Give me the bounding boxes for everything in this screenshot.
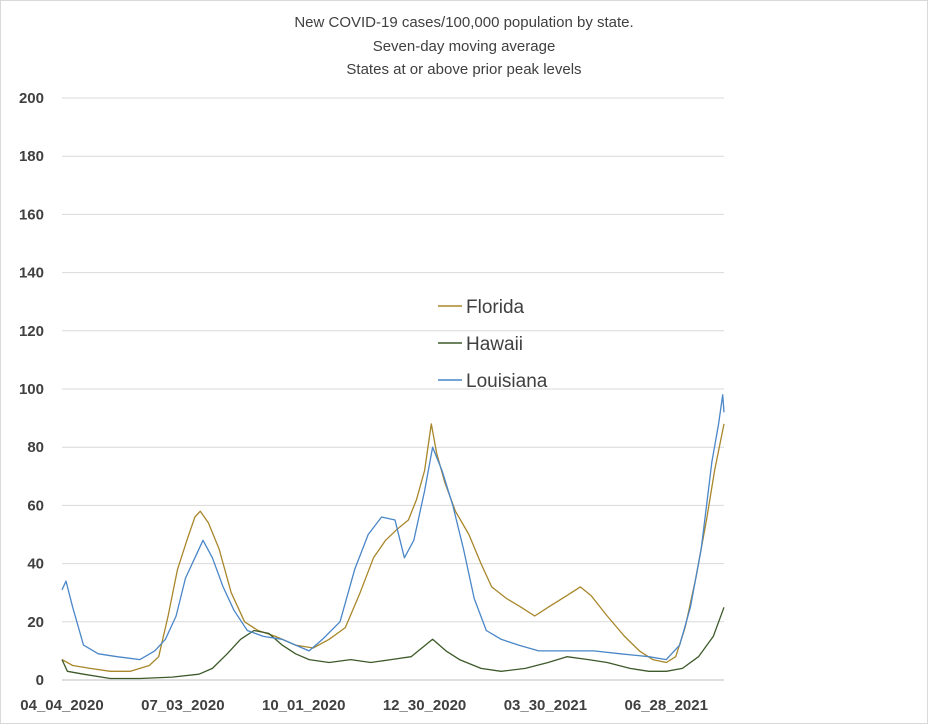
legend-item-louisiana: Louisiana [438,371,548,392]
x-tick-label: 10_01_2020 [262,697,345,714]
x-tick-label: 06_28_2021 [625,697,708,714]
y-tick-label: 200 [19,90,44,107]
x-tick-label: 07_03_2020 [141,697,224,714]
legend-item-florida: Florida [438,297,525,318]
series-lines [61,394,725,680]
y-tick-label: 20 [27,614,44,631]
x-tick-label: 03_30_2021 [504,697,587,714]
y-tick-label: 140 [19,265,44,282]
y-tick-label: 160 [19,206,44,223]
x-axis-tick-labels: 04_04_2020 07_03_2020 10_01_2020 12_30_2020… [20,697,708,714]
series-line-louisiana [61,394,725,661]
legend-label: Hawaii [466,334,523,355]
gridlines [62,97,724,681]
chart-title-line-2: Seven-day moving average [373,38,556,55]
legend: Florida Hawaii Louisiana [438,297,548,392]
y-tick-label: 0 [36,672,44,689]
legend-item-hawaii: Hawaii [438,334,523,355]
x-tick-label: 12_30_2020 [383,697,466,714]
y-tick-label: 100 [19,381,44,398]
chart-title-line-3: States at or above prior peak levels [346,61,581,78]
y-tick-label: 180 [19,148,44,165]
chart-title: New COVID-19 cases/100,000 population by… [294,14,633,78]
series-line-hawaii [61,607,725,680]
y-axis-tick-labels: 0 20 40 60 80 100 120 140 160 180 200 [19,90,44,689]
y-tick-label: 80 [27,439,44,456]
y-tick-label: 120 [19,323,44,340]
legend-label: Louisiana [466,371,548,392]
chart-title-line-1: New COVID-19 cases/100,000 population by… [294,14,633,31]
legend-label: Florida [466,297,525,318]
x-tick-label: 04_04_2020 [20,697,103,714]
y-tick-label: 60 [27,497,44,514]
series-line-florida [61,423,725,672]
y-tick-label: 40 [27,556,44,573]
